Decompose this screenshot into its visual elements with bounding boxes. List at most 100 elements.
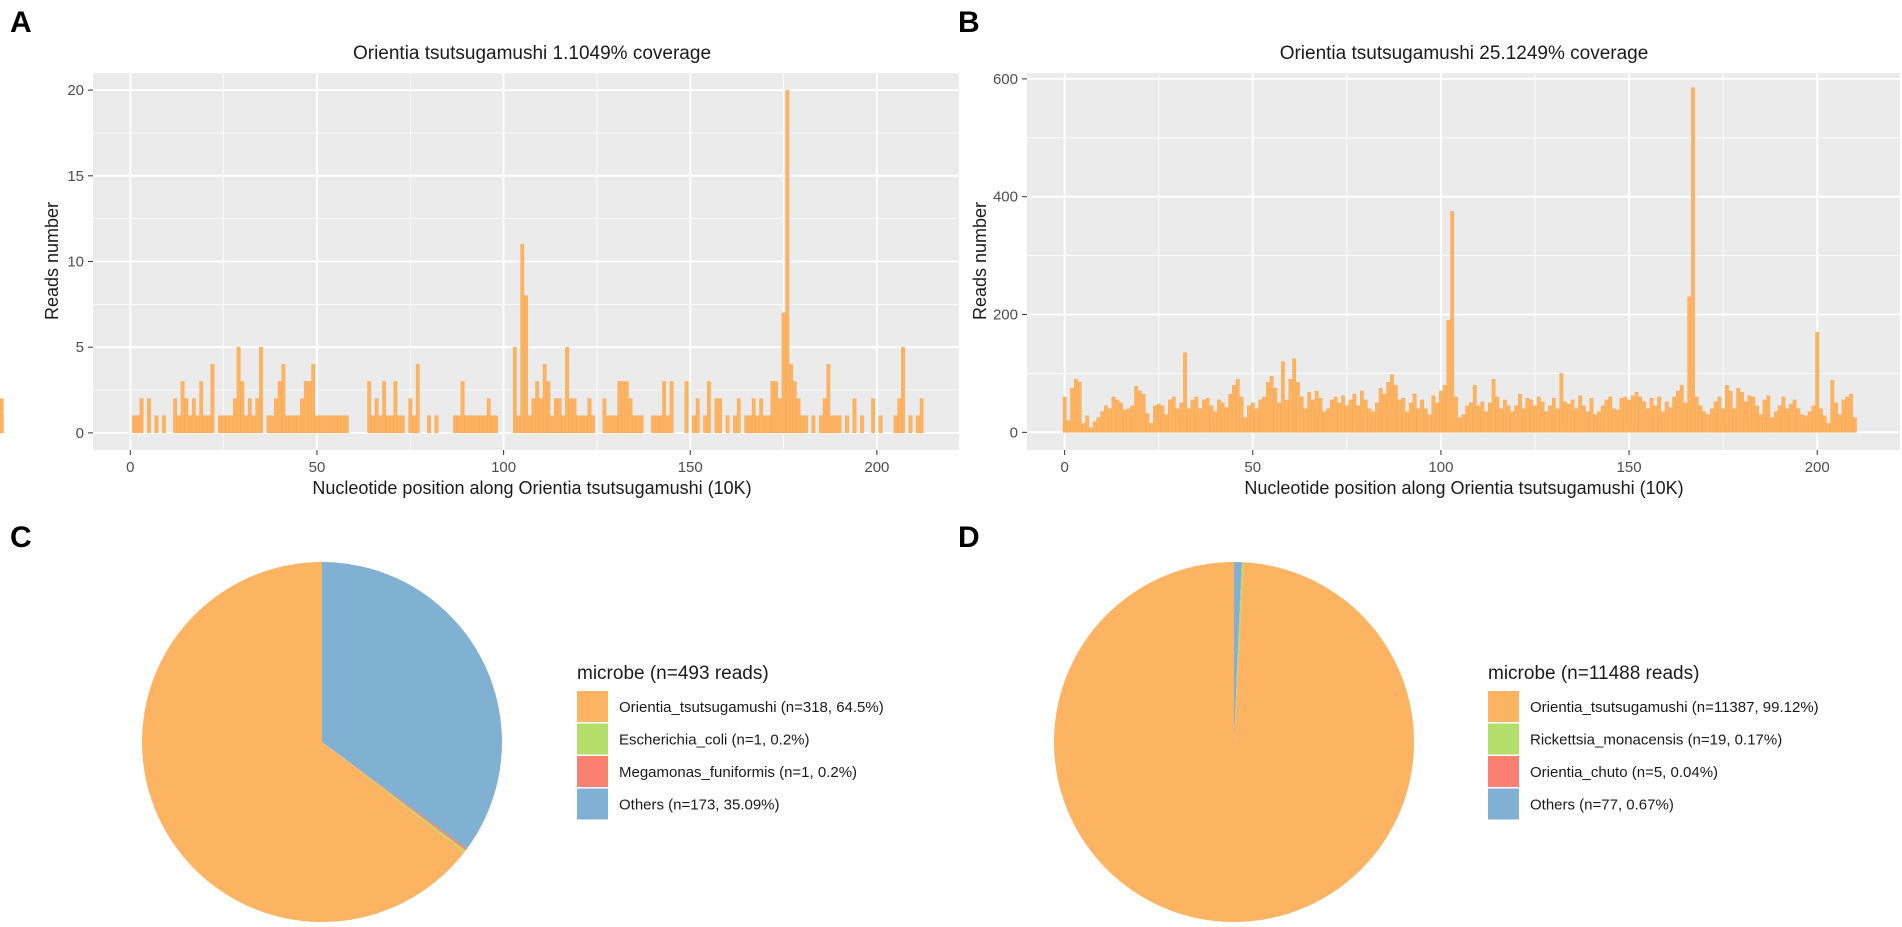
chart-a-bar — [199, 381, 204, 434]
chart-b-bar — [1250, 402, 1255, 433]
chart-b-bar — [1258, 399, 1263, 433]
chart-a-bar — [240, 381, 245, 434]
chart-b-bar — [1401, 397, 1406, 433]
chart-b-bar — [1845, 396, 1850, 433]
chart-b-bar — [1126, 408, 1131, 433]
chart-a-bar — [763, 415, 767, 434]
chart-a-bar — [296, 415, 301, 434]
chart-a-bar — [527, 415, 532, 434]
chart-b-bar — [1427, 414, 1432, 433]
chart-b-bar — [1375, 402, 1379, 433]
chart-b-bar — [1679, 385, 1684, 433]
chart-b-bar — [1122, 409, 1127, 433]
chart-a-bar — [755, 415, 760, 434]
chart-b-bar — [1551, 397, 1556, 433]
panel-letter-b: B — [958, 6, 980, 39]
chart-a-bar — [878, 415, 883, 434]
chart-a-bar — [367, 381, 372, 434]
chart-a-bar — [322, 415, 327, 434]
chart-a-bar — [572, 398, 577, 434]
chart-a-bar — [180, 381, 185, 434]
pie-c-legend-label: Megamonas_funiformis (n=1, 0.2%) — [619, 764, 857, 781]
chart-a-bar — [591, 415, 596, 434]
chart-a-bar — [766, 415, 771, 434]
chart-a-bar — [651, 415, 655, 434]
chart-b-bar — [1642, 401, 1647, 433]
chart-a-bar — [494, 415, 499, 434]
chart-b-bar — [1111, 396, 1116, 433]
chart-b-bar — [1480, 401, 1485, 433]
pie-d-legend-key — [1488, 788, 1519, 820]
chart-b-bar — [1841, 399, 1846, 433]
panel-letter-d: D — [958, 521, 980, 554]
chart-a-bar — [774, 381, 778, 434]
chart-b-bar — [1649, 397, 1654, 433]
chart-b-bar — [1209, 405, 1214, 433]
chart-a-bar — [557, 398, 562, 434]
chart-a-bar — [479, 415, 484, 434]
chart-a-bar — [393, 381, 398, 434]
chart-a-bar — [371, 415, 375, 434]
chart-b-bar — [1284, 399, 1289, 433]
chart-a-bar — [654, 415, 659, 434]
chart-a-bar — [561, 415, 566, 434]
chart-b-bar — [1171, 396, 1176, 433]
pie-c-slices — [142, 562, 503, 923]
chart-a-bar — [176, 415, 181, 434]
pie-c-legend: microbe (n=493 reads) Orientia_tsutsugam… — [577, 663, 884, 820]
chart-b-bar — [1239, 396, 1244, 433]
pie-c-slice — [142, 562, 465, 923]
chart-b-bar — [1525, 397, 1530, 433]
chart-b-bar — [1589, 397, 1594, 433]
chart-a-bar — [173, 398, 178, 434]
chart-a-y-tick-label: 5 — [76, 339, 84, 356]
pie-d-legend-label: Orientia_chuto (n=5, 0.04%) — [1530, 764, 1718, 781]
chart-b-bar — [1687, 296, 1692, 433]
chart-b-bar — [1220, 402, 1225, 433]
chart-b-bar — [1630, 395, 1635, 433]
chart-a-bar — [400, 415, 405, 434]
pie-d-slice — [1053, 561, 1414, 922]
chart-a-bar — [624, 381, 629, 434]
chart-a-bar — [255, 398, 260, 434]
chart-b-bar — [1608, 396, 1613, 433]
chart-b-bar — [1777, 405, 1782, 433]
chart-a-bar — [542, 364, 547, 434]
chart-b-bar — [1725, 385, 1729, 433]
chart-b-bar — [1247, 405, 1251, 433]
chart-b-bar — [1265, 382, 1270, 433]
chart-a-bar — [684, 381, 689, 434]
chart-a-bar — [613, 415, 618, 434]
chart-b-bar — [1578, 395, 1583, 433]
chart-b-bar — [1186, 408, 1191, 433]
chart-b-gridlines — [1027, 73, 1900, 450]
chart-b-bar — [1529, 399, 1534, 433]
chart-a-bar — [259, 346, 263, 434]
chart-a-bar — [203, 415, 207, 434]
chart-b-bar — [1254, 408, 1259, 433]
chart-b-bar — [1100, 411, 1105, 433]
chart-a-bar — [147, 398, 151, 434]
chart-b-bar — [1672, 396, 1677, 433]
chart-b-bar — [1487, 402, 1492, 433]
chart-b-bar — [1081, 423, 1086, 433]
chart-a-bar — [315, 415, 319, 434]
chart-a-bar — [486, 398, 491, 434]
chart-b-bar — [1454, 396, 1458, 433]
chart-b-bar — [1465, 405, 1470, 433]
chart-b-bar — [1386, 382, 1391, 433]
chart-a-bar — [602, 398, 607, 434]
chart-a-bar — [744, 415, 749, 434]
chart-a-x-tick-label: 150 — [678, 459, 703, 476]
chart-b-bar — [1228, 393, 1233, 433]
chart-a-bar — [195, 415, 200, 434]
chart-a-bar — [531, 398, 536, 434]
chart-b-bar — [1852, 417, 1857, 433]
chart-a-bar — [300, 398, 304, 434]
chart-a-bar — [860, 415, 864, 434]
chart-a-bar — [826, 364, 831, 434]
pie-d-legend-label: Rickettsia_monacensis (n=19, 0.17%) — [1530, 732, 1782, 749]
chart-a-bar — [658, 415, 663, 434]
chart-b-bar — [1292, 358, 1297, 433]
chart-b-bar — [1273, 387, 1278, 433]
